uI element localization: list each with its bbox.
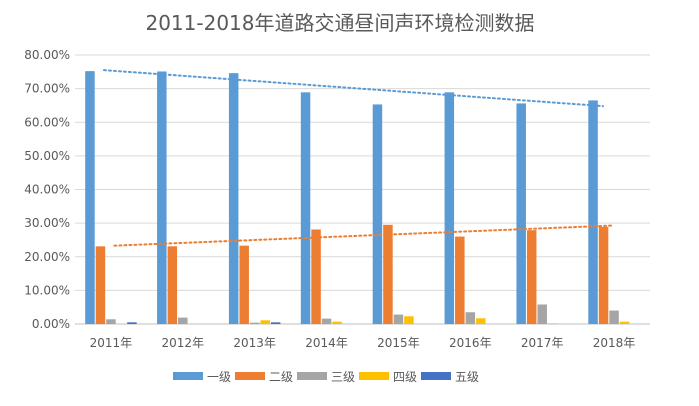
x-tick-label: 2013年: [233, 336, 276, 350]
legend-label: 五级: [455, 370, 479, 384]
legend-label: 二级: [269, 370, 293, 384]
y-tick-label: 60.00%: [24, 115, 70, 129]
bar: [620, 322, 630, 324]
bar: [96, 246, 106, 324]
bar: [466, 312, 476, 324]
x-tick-label: 2018年: [593, 336, 636, 350]
bar: [250, 323, 260, 324]
bar: [445, 92, 455, 324]
bar: [548, 323, 558, 324]
x-tick-label: 2011年: [90, 336, 133, 350]
bar: [106, 319, 116, 324]
bar: [168, 246, 178, 324]
bar: [516, 103, 526, 324]
bar: [383, 225, 393, 324]
y-tick-label: 80.00%: [24, 48, 70, 62]
bar: [301, 92, 311, 324]
y-tick-label: 0.00%: [32, 317, 70, 331]
bar: [332, 322, 342, 324]
bar: [157, 71, 167, 324]
legend-label: 四级: [393, 370, 417, 384]
bar: [394, 315, 404, 324]
bar: [455, 237, 465, 324]
bar: [588, 100, 598, 324]
x-tick-label: 2015年: [377, 336, 420, 350]
bar: [609, 311, 619, 324]
x-tick-label: 2014年: [305, 336, 348, 350]
legend-swatch: [235, 372, 265, 380]
y-tick-label: 70.00%: [24, 82, 70, 96]
legend: 一级 二级 三级 四级 五级: [173, 370, 479, 384]
legend-label: 一级: [207, 370, 231, 384]
bar: [404, 316, 414, 324]
bar: [260, 320, 270, 324]
bar: [599, 227, 609, 324]
legend-swatch: [421, 372, 451, 380]
chart-title: 2011-2018年道路交通昼间声环境检测数据: [145, 11, 534, 35]
legend-swatch: [297, 372, 327, 380]
bar: [373, 104, 383, 324]
legend-swatch: [359, 372, 389, 380]
x-axis: 2011年 2012年 2013年 2014年 2015年 2016年 2017年 2018年: [90, 336, 636, 350]
bar: [239, 246, 249, 324]
bar: [127, 322, 137, 324]
bar: [476, 318, 486, 324]
y-tick-label: 20.00%: [24, 250, 70, 264]
trendlines: [104, 70, 614, 246]
bar: [85, 71, 95, 324]
bar: [322, 319, 332, 324]
x-tick-label: 2016年: [449, 336, 492, 350]
bar: [311, 230, 321, 324]
y-tick-label: 30.00%: [24, 216, 70, 230]
y-tick-label: 10.00%: [24, 283, 70, 297]
y-tick-label: 50.00%: [24, 149, 70, 163]
bar: [537, 304, 547, 324]
bar: [527, 230, 537, 324]
trendline: [114, 225, 613, 245]
trendline: [104, 70, 603, 106]
legend-swatch: [173, 372, 203, 380]
x-tick-label: 2012年: [162, 336, 205, 350]
y-axis: 0.00% 10.00% 20.00% 30.00% 40.00% 50.00% 60.00…: [24, 48, 70, 331]
legend-label: 三级: [331, 370, 355, 384]
y-tick-label: 40.00%: [24, 183, 70, 197]
x-tick-label: 2017年: [521, 336, 564, 350]
bar: [178, 318, 188, 324]
bar: [271, 322, 281, 324]
bars: [85, 71, 629, 324]
bar: [229, 73, 239, 324]
